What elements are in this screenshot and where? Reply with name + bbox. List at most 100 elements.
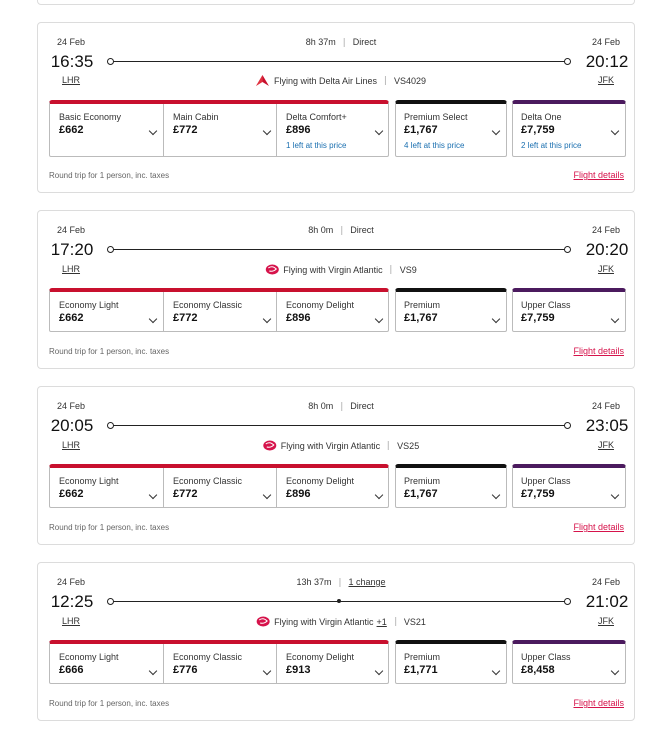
arrival-time: 20:12 bbox=[585, 52, 629, 71]
fare-option[interactable]: Premium £1,767 bbox=[395, 288, 507, 332]
dropdown-chevron bbox=[610, 314, 620, 324]
separator bbox=[343, 38, 345, 48]
fare-option[interactable]: Economy Light £662 bbox=[50, 468, 163, 507]
flight-details-link[interactable]: Flight details bbox=[573, 698, 624, 708]
separator bbox=[394, 617, 396, 626]
dropdown-chevron bbox=[262, 666, 272, 676]
arrival-airport: JFK bbox=[597, 264, 615, 274]
arrival-time: 20:20 bbox=[585, 240, 629, 259]
carrier-row: Flying with Delta Air Lines VS4029 bbox=[255, 75, 426, 86]
dropdown-chevron bbox=[148, 314, 158, 324]
carrier: Flying with Virgin Atlantic bbox=[283, 264, 383, 275]
fare-option[interactable]: Premium £1,771 bbox=[395, 640, 507, 684]
airline-logo bbox=[256, 616, 270, 627]
fare-availability: 4 left at this price bbox=[404, 141, 465, 150]
fare-option[interactable]: Upper Class £8,458 bbox=[512, 640, 626, 684]
flight-details-link[interactable]: Flight details bbox=[573, 170, 624, 180]
airline-logo bbox=[255, 75, 269, 86]
fare-price: £772 bbox=[173, 488, 198, 500]
dropdown-chevron bbox=[148, 126, 158, 136]
virgin-logo bbox=[256, 616, 270, 627]
fare-option[interactable]: Economy Light £662 bbox=[50, 292, 163, 331]
dropdown-chevron bbox=[374, 314, 384, 324]
fare-option[interactable]: Economy Classic £772 bbox=[163, 292, 277, 331]
fare-option[interactable]: Economy Delight £896 bbox=[276, 292, 389, 331]
departure-airport: LHR bbox=[61, 616, 81, 626]
arrival-date: 24 Feb bbox=[591, 37, 621, 47]
fare-name: Delta Comfort+ bbox=[286, 112, 347, 122]
fare-option[interactable]: Premium Select £1,767 4 left at this price bbox=[395, 100, 507, 157]
fare-name: Economy Delight bbox=[286, 652, 355, 662]
fare-price: £662 bbox=[59, 124, 84, 136]
departure-time: 20:05 bbox=[50, 416, 94, 435]
fare-option[interactable]: Delta Comfort+ £896 1 left at this price bbox=[276, 104, 389, 156]
fare-name: Upper Class bbox=[521, 476, 571, 486]
departure-time: 12:25 bbox=[50, 592, 94, 611]
flight-details-link[interactable]: Flight details bbox=[573, 346, 624, 356]
delta-logo bbox=[255, 75, 269, 86]
dropdown-chevron bbox=[148, 490, 158, 500]
fare-name: Upper Class bbox=[521, 652, 571, 662]
arrival-time: 23:05 bbox=[585, 416, 629, 435]
duration: 8h 0m bbox=[308, 225, 334, 235]
fare-availability: 2 left at this price bbox=[521, 141, 582, 150]
duration: 8h 0m bbox=[308, 401, 334, 411]
fare-option[interactable]: Premium £1,767 bbox=[395, 464, 507, 508]
timeline-start bbox=[107, 246, 114, 253]
fare-option[interactable]: Upper Class £7,759 bbox=[512, 464, 626, 508]
duration-row: 8h 0m Direct bbox=[308, 225, 374, 236]
fare-price: £913 bbox=[286, 664, 311, 676]
fare-name: Economy Classic bbox=[173, 300, 243, 310]
timeline bbox=[107, 246, 571, 253]
departure-airport: LHR bbox=[61, 75, 81, 85]
departure-time: 17:20 bbox=[50, 240, 94, 259]
stops[interactable]: 1 change bbox=[348, 577, 386, 587]
duration-row: 13h 37m 1 change bbox=[296, 577, 386, 588]
fare-name: Delta One bbox=[521, 112, 562, 122]
previous-card bbox=[37, 0, 635, 5]
airline-logo bbox=[263, 440, 277, 451]
flight-details-link[interactable]: Flight details bbox=[573, 522, 624, 532]
fare-option[interactable]: Delta One £7,759 2 left at this price bbox=[512, 100, 626, 157]
dropdown-chevron bbox=[491, 314, 501, 324]
dropdown-chevron bbox=[148, 666, 158, 676]
separator bbox=[388, 441, 390, 450]
dropdown-chevron bbox=[262, 126, 272, 136]
dropdown-chevron bbox=[610, 490, 620, 500]
fare-option[interactable]: Economy Classic £772 bbox=[163, 468, 277, 507]
fare-price: £896 bbox=[286, 124, 311, 136]
footnote: Round trip for 1 person, inc. taxes bbox=[49, 347, 170, 356]
fare-option[interactable]: Economy Delight £896 bbox=[276, 468, 389, 507]
fare-price: £662 bbox=[59, 488, 84, 500]
economy-fares: Basic Economy £662 Main Cabin £772 Delta Com… bbox=[49, 100, 389, 157]
fare-option[interactable]: Basic Economy £662 bbox=[50, 104, 163, 156]
fare-name: Economy Light bbox=[59, 476, 119, 486]
fare-name: Economy Delight bbox=[286, 300, 355, 310]
fare-price: £7,759 bbox=[521, 124, 555, 136]
dropdown-chevron bbox=[491, 666, 501, 676]
arrival-time: 21:02 bbox=[585, 592, 629, 611]
departure-date: 24 Feb bbox=[56, 577, 86, 587]
fare-option[interactable]: Main Cabin £772 bbox=[163, 104, 277, 156]
flight-card: 24 Feb 24 Feb 13h 37m 1 change 12:25 21:02 LHR… bbox=[37, 562, 635, 721]
fare-option[interactable]: Economy Light £666 bbox=[50, 644, 163, 683]
footnote: Round trip for 1 person, inc. taxes bbox=[49, 171, 170, 180]
fare-option[interactable]: Upper Class £7,759 bbox=[512, 288, 626, 332]
extra-days: +1 bbox=[376, 616, 387, 627]
carrier: Flying with Virgin Atlantic bbox=[280, 440, 381, 451]
airline-logo bbox=[265, 264, 279, 275]
dropdown-chevron bbox=[610, 126, 620, 136]
carrier-row: Flying with Virgin Atlantic VS25 bbox=[263, 440, 419, 451]
timeline-start bbox=[107, 422, 114, 429]
departure-date: 24 Feb bbox=[56, 37, 86, 47]
timeline bbox=[107, 58, 571, 65]
economy-fares: Economy Light £666 Economy Classic £776 Econ… bbox=[49, 640, 389, 684]
fare-price: £662 bbox=[59, 312, 84, 324]
duration-row: 8h 0m Direct bbox=[308, 401, 374, 412]
carrier: Flying with Delta Air Lines bbox=[273, 75, 378, 86]
fare-name: Upper Class bbox=[521, 300, 571, 310]
dropdown-chevron bbox=[262, 490, 272, 500]
fare-option[interactable]: Economy Delight £913 bbox=[276, 644, 389, 683]
fare-option[interactable]: Economy Classic £776 bbox=[163, 644, 277, 683]
fare-name: Main Cabin bbox=[173, 112, 219, 122]
